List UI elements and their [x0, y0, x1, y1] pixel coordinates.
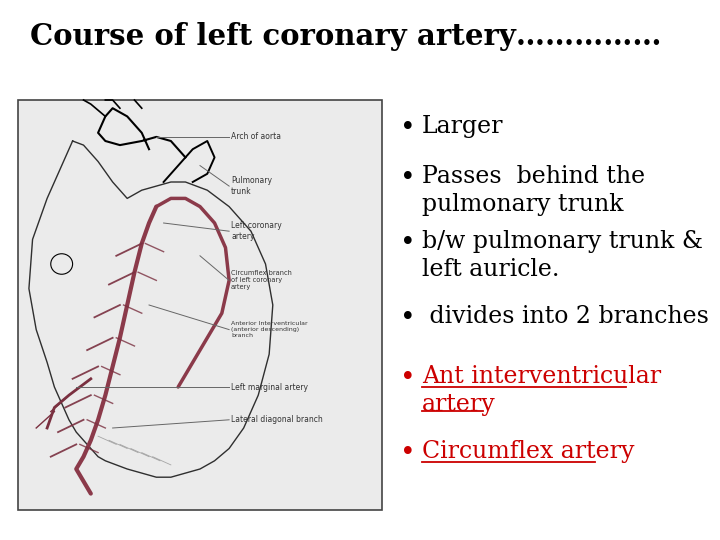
Text: b/w pulmonary trunk &
left auricle.: b/w pulmonary trunk & left auricle. [422, 230, 703, 281]
Text: Course of left coronary artery……………: Course of left coronary artery…………… [30, 22, 662, 51]
Text: Pulmonary
trunk: Pulmonary trunk [231, 177, 272, 196]
Text: Left coronary
artery: Left coronary artery [231, 221, 282, 241]
Text: Passes  behind the
pulmonary trunk: Passes behind the pulmonary trunk [422, 165, 645, 217]
Text: Larger: Larger [422, 115, 503, 138]
Text: divides into 2 branches: divides into 2 branches [422, 305, 709, 328]
Text: •: • [400, 165, 415, 190]
Text: •: • [400, 440, 415, 465]
Text: Left marginal artery: Left marginal artery [231, 382, 308, 392]
Text: Circumflex branch
of left coronary
artery: Circumflex branch of left coronary arter… [231, 271, 292, 291]
Text: •: • [400, 305, 415, 330]
Text: Lateral diagonal branch: Lateral diagonal branch [231, 415, 323, 424]
Text: Arch of aorta: Arch of aorta [231, 132, 281, 141]
Bar [18, 100, 382, 510]
Text: Ant interventricular
artery: Ant interventricular artery [422, 365, 661, 416]
Text: •: • [400, 365, 415, 390]
Text: Circumflex artery: Circumflex artery [422, 440, 634, 463]
Text: Anterior Interventricular
(anterior descending)
branch: Anterior Interventricular (anterior desc… [231, 321, 307, 338]
Text: •: • [400, 115, 415, 140]
Text: •: • [400, 230, 415, 255]
